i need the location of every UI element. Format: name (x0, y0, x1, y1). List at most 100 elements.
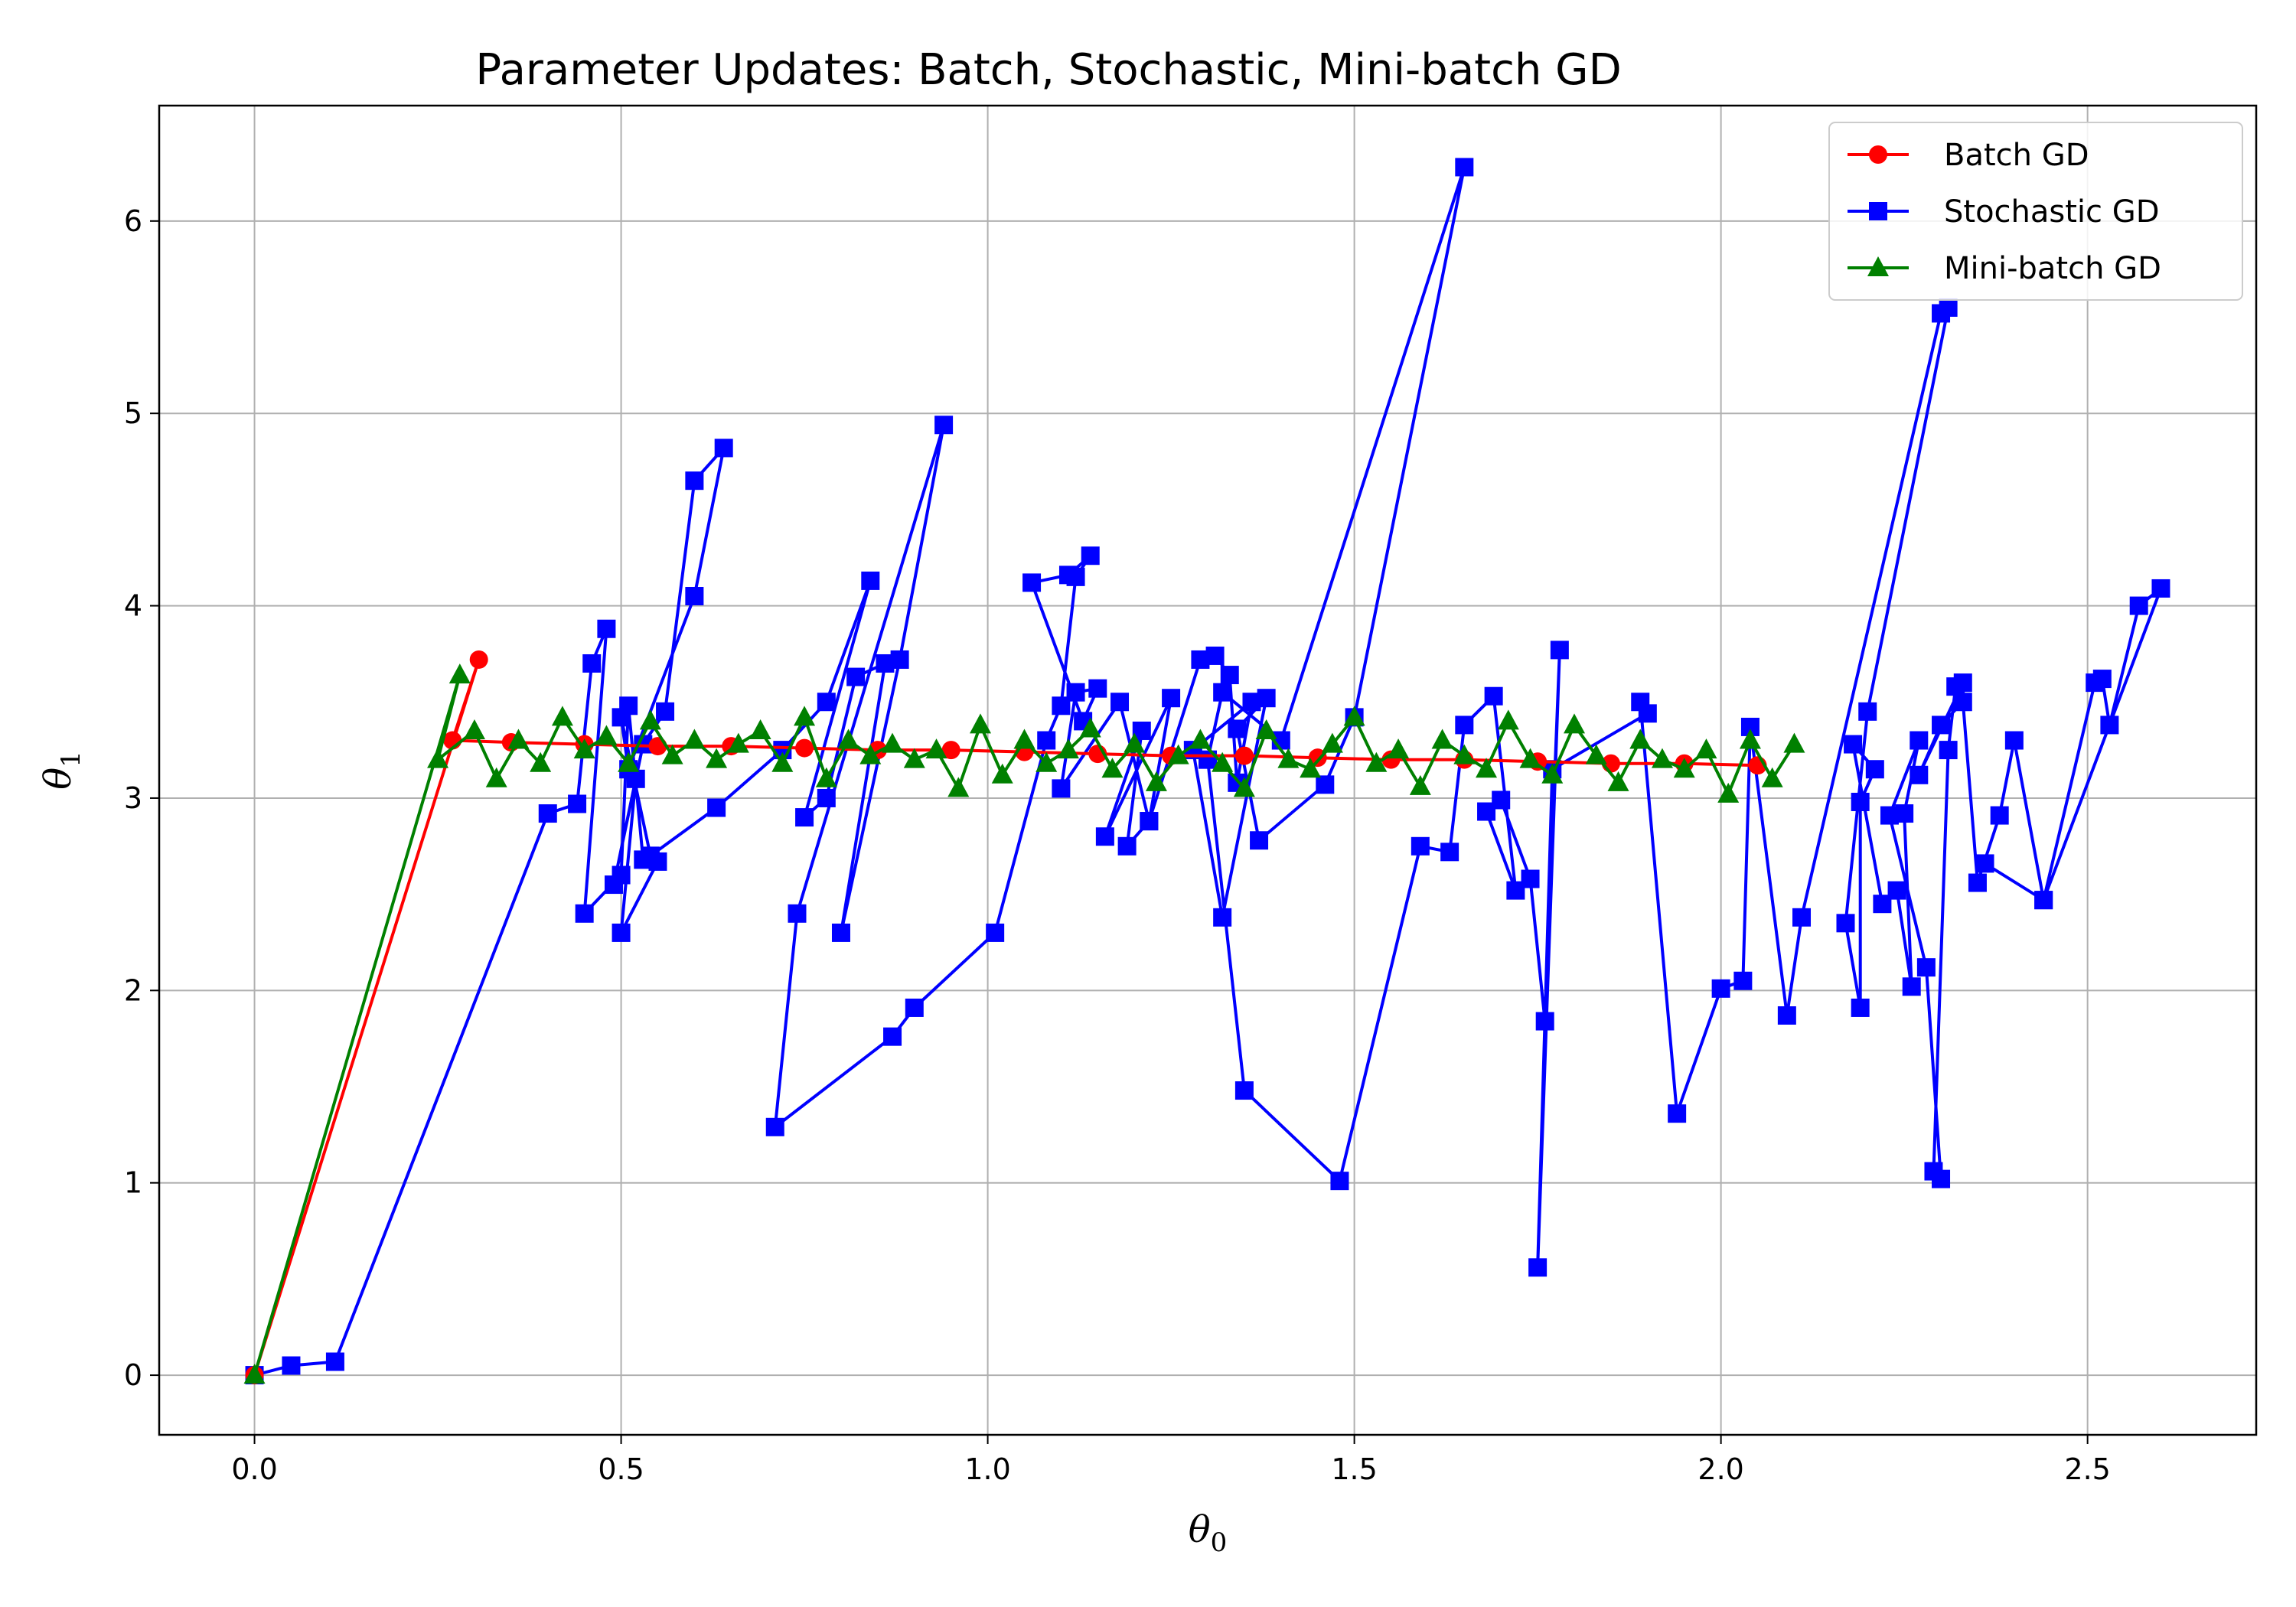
y-tick-label: 1 (124, 1166, 142, 1200)
data-point (1777, 1006, 1796, 1025)
data-point (325, 1352, 344, 1371)
data-point (243, 1364, 266, 1384)
data-point (905, 998, 924, 1017)
data-point (1250, 831, 1269, 850)
y-tick-label: 6 (124, 204, 142, 238)
data-point (1851, 998, 1870, 1017)
data-point (831, 923, 850, 942)
data-point (1205, 646, 1225, 665)
data-point (1717, 782, 1740, 803)
data-point (2004, 731, 2024, 750)
x-tick-label: 2.0 (1698, 1452, 1743, 1486)
data-point (575, 904, 594, 923)
data-point (1440, 843, 1459, 862)
data-point (765, 1117, 784, 1136)
data-point (947, 777, 970, 797)
data-point (727, 732, 749, 753)
axis-ticks: 0.0 0.5 1.0 1.5 2.0 2.5 0 1 2 3 4 5 6 (124, 204, 2111, 1486)
data-point (1234, 746, 1254, 765)
x-axis-label-main: θ (1189, 1508, 1211, 1551)
data-point (661, 744, 683, 764)
data-point (1365, 751, 1388, 772)
legend: Batch GD Stochastic GD Mini-batch GD (1828, 122, 2243, 301)
data-point (1887, 881, 1906, 900)
data-point (970, 713, 992, 734)
data-point (1668, 1104, 1687, 1123)
data-point (507, 729, 530, 749)
data-point (1629, 729, 1652, 749)
data-point (794, 706, 816, 726)
data-point (683, 729, 706, 749)
data-point (1541, 763, 1564, 784)
data-point (685, 471, 704, 491)
data-point (1013, 729, 1035, 749)
data-point (1739, 729, 1761, 749)
data-point (1233, 777, 1255, 797)
data-point (1321, 732, 1343, 753)
legend-label: Stochastic GD (1944, 194, 2160, 230)
data-point (1851, 792, 1870, 811)
data-point (1783, 732, 1805, 753)
data-point (1037, 731, 1056, 750)
data-point (1162, 689, 1181, 708)
data-point (788, 904, 807, 923)
legend-label: Batch GD (1944, 138, 2089, 173)
data-point (837, 729, 859, 749)
chart-title: Parameter Updates: Batch, Stochastic, Mi… (475, 45, 1621, 95)
data-point (469, 650, 488, 669)
data-point (1066, 683, 1085, 702)
data-point (1968, 873, 1987, 892)
data-point (1939, 298, 1958, 317)
data-point (934, 416, 954, 435)
data-point (1213, 908, 1232, 927)
data-point (1761, 767, 1783, 787)
data-point (1308, 748, 1327, 768)
data-point (986, 923, 1005, 942)
series-line (253, 165, 2163, 1377)
x-tick-label: 1.0 (964, 1452, 1010, 1486)
data-point (1455, 158, 1474, 177)
data-point (706, 748, 728, 768)
data-point (538, 804, 557, 823)
y-tick-label: 3 (124, 781, 142, 815)
data-point (1953, 673, 1972, 693)
data-point (1022, 573, 1042, 592)
data-point (582, 654, 602, 673)
legend-swatch-marker (1869, 145, 1887, 164)
x-axis-label: θ0 (1189, 1508, 1228, 1558)
data-point (1255, 719, 1277, 739)
data-point (903, 748, 925, 768)
data-point (1916, 958, 1936, 977)
data-point (648, 737, 667, 756)
data-point (817, 788, 836, 807)
data-point (1924, 1162, 1943, 1181)
data-point (1607, 771, 1629, 791)
data-point (1519, 748, 1541, 768)
data-point (1902, 977, 1921, 996)
data-point (882, 732, 904, 753)
data-point (1528, 1258, 1548, 1277)
data-point (1124, 732, 1146, 753)
plot-frame (158, 104, 2258, 1436)
x-tick-label: 2.5 (2064, 1452, 2110, 1486)
y-tick-label: 2 (124, 973, 142, 1007)
data-point (1673, 758, 1695, 778)
data-point (604, 875, 623, 895)
data-point (568, 794, 587, 813)
y-axis-label-sub: 1 (56, 751, 86, 768)
data-point (1476, 758, 1498, 778)
legend-swatch-marker (1869, 202, 1887, 220)
data-point (1213, 683, 1232, 702)
data-point (1585, 744, 1607, 764)
data-point (1497, 709, 1519, 730)
data-point (1058, 566, 1078, 585)
series-layer (243, 158, 2170, 1385)
data-point (795, 808, 814, 827)
data-point (1910, 765, 1929, 784)
data-point (1521, 869, 1540, 888)
data-point (1079, 717, 1101, 738)
data-point (1101, 758, 1124, 778)
data-point (485, 767, 507, 787)
data-point (1145, 771, 1167, 791)
